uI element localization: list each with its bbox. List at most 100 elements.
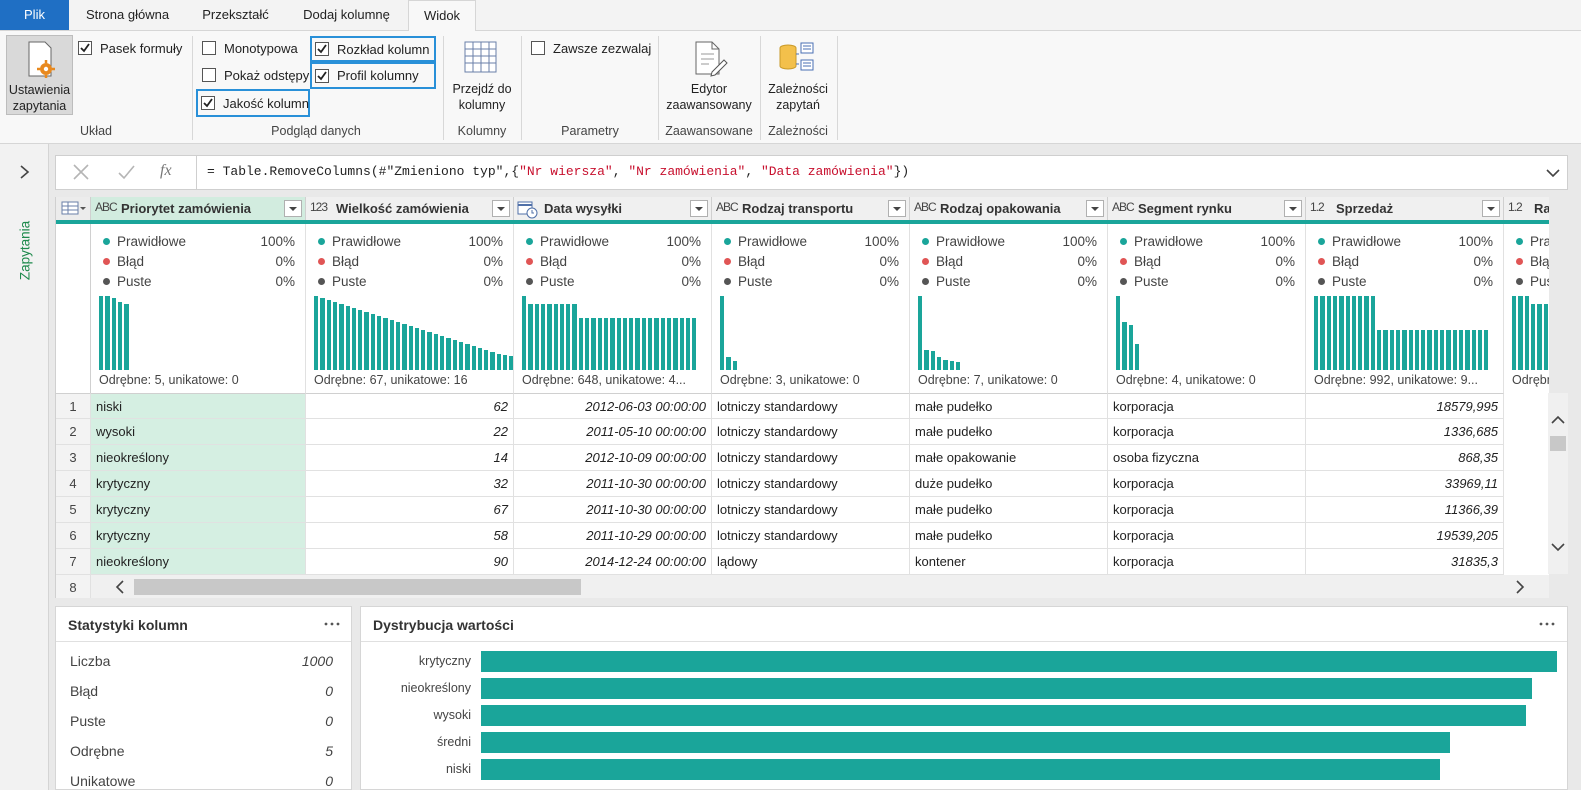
data-cell[interactable]: 2011-10-30 00:00:00 — [514, 471, 712, 497]
column-filter-button[interactable] — [1284, 200, 1302, 217]
option[interactable]: Monotypowa — [197, 36, 309, 60]
data-cell[interactable]: nieokreślony — [91, 549, 306, 575]
data-cell[interactable]: małe pudełko — [910, 523, 1108, 549]
data-cell[interactable]: lotniczy standardowy — [712, 471, 910, 497]
type-icon[interactable] — [516, 198, 540, 220]
column-header[interactable]: 1.2 Rabat — [1504, 197, 1549, 220]
data-cell[interactable]: 14 — [306, 445, 514, 471]
column-header[interactable]: ABC Rodzaj opakowania — [910, 197, 1108, 220]
data-cell[interactable]: 31835,3 — [1306, 549, 1504, 575]
type-icon[interactable]: 123 — [310, 200, 327, 214]
column-filter-button[interactable] — [284, 200, 302, 217]
column-filter-button[interactable] — [1086, 200, 1104, 217]
data-cell[interactable]: małe pudełko — [910, 393, 1108, 419]
expand-queries-button[interactable] — [0, 154, 48, 194]
column-filter-button[interactable] — [1482, 200, 1500, 217]
query-dependencies-button[interactable]: Zależności zapytań — [762, 81, 834, 113]
ribbon-tab[interactable]: Przekształć — [186, 0, 285, 30]
column-header[interactable]: ABC Segment rynku — [1108, 197, 1306, 220]
type-icon[interactable]: ABC — [1112, 200, 1134, 214]
column-name[interactable]: Segment rynku — [1138, 201, 1232, 216]
data-cell[interactable]: 2011-05-10 00:00:00 — [514, 419, 712, 445]
data-cell[interactable]: 868,35 — [1306, 445, 1504, 471]
data-cell[interactable]: kontener — [910, 549, 1108, 575]
data-cell[interactable]: 22 — [306, 419, 514, 445]
column-filter-button[interactable] — [492, 200, 510, 217]
data-cell[interactable]: 1336,685 — [1306, 419, 1504, 445]
go-to-column-button[interactable]: Przejdź do kolumny — [446, 81, 518, 113]
panel-menu[interactable] — [322, 619, 346, 629]
checkbox[interactable] — [78, 41, 92, 55]
column-filter-button[interactable] — [888, 200, 906, 217]
option[interactable]: Profil kolumny — [310, 62, 436, 89]
data-cell[interactable]: 62 — [306, 393, 514, 419]
data-cell[interactable]: małe opakowanie — [910, 445, 1108, 471]
confirm-icon[interactable] — [119, 166, 134, 178]
ribbon-tab[interactable]: Widok — [408, 0, 476, 31]
data-cell[interactable]: 33969,11 — [1306, 471, 1504, 497]
data-cell[interactable]: korporacja — [1108, 393, 1306, 419]
query-settings-button[interactable]: Ustawienia zapytania — [6, 35, 73, 115]
data-cell[interactable]: 11366,39 — [1306, 497, 1504, 523]
type-icon[interactable]: 1.2 — [1508, 200, 1522, 214]
data-cell[interactable]: 2012-06-03 00:00:00 — [514, 393, 712, 419]
data-cell[interactable]: lotniczy standardowy — [712, 445, 910, 471]
data-cell[interactable]: osoba fizyczna — [1108, 445, 1306, 471]
column-name[interactable]: Sprzedaż — [1336, 201, 1393, 216]
panel-menu[interactable] — [1537, 619, 1561, 629]
data-cell[interactable]: korporacja — [1108, 419, 1306, 445]
checkbox[interactable] — [201, 96, 215, 110]
checkbox[interactable] — [315, 69, 329, 83]
data-cell[interactable]: wysoki — [91, 419, 306, 445]
data-cell[interactable]: 19539,205 — [1306, 523, 1504, 549]
function-button[interactable]: fx — [160, 162, 172, 180]
data-cell[interactable]: 18579,995 — [1306, 393, 1504, 419]
column-header[interactable]: ABCRodzaj transportu — [712, 197, 910, 220]
ribbon-tab[interactable]: Strona główna — [69, 0, 186, 30]
advanced-editor-button[interactable]: Edytor zaawansowany — [660, 81, 758, 113]
column-name[interactable]: Rodzaj opakowania — [940, 201, 1061, 216]
ribbon-tab[interactable]: Dodaj kolumnę — [285, 0, 408, 30]
data-cell[interactable]: małe pudełko — [910, 419, 1108, 445]
column-name[interactable]: Wielkość zamówienia — [336, 201, 469, 216]
data-cell[interactable]: 2011-10-30 00:00:00 — [514, 497, 712, 523]
vertical-scrollbar[interactable] — [1548, 393, 1568, 574]
expand-formula-button[interactable] — [1541, 156, 1565, 189]
cancel-icon[interactable] — [74, 165, 88, 179]
data-cell[interactable]: korporacja — [1108, 549, 1306, 575]
option[interactable]: Jakość kolumn — [196, 89, 310, 117]
data-cell[interactable]: lądowy — [712, 549, 910, 575]
column-header[interactable]: Data wysyłki — [514, 197, 712, 220]
data-cell[interactable]: korporacja — [1108, 523, 1306, 549]
checkbox[interactable] — [202, 41, 216, 55]
checkbox[interactable] — [202, 68, 216, 82]
formula-bar-toggle[interactable]: Pasek formuły — [73, 36, 188, 60]
data-cell[interactable]: małe pudełko — [910, 497, 1108, 523]
checkbox[interactable] — [531, 41, 545, 55]
data-cell[interactable]: 67 — [306, 497, 514, 523]
data-cell[interactable]: 90 — [306, 549, 514, 575]
formula-text[interactable]: = Table.RemoveColumns(#"Zmieniono typ",{… — [207, 164, 909, 179]
horizontal-scrollbar[interactable] — [91, 575, 1549, 598]
data-cell[interactable]: 32 — [306, 471, 514, 497]
data-cell[interactable]: krytyczny — [91, 471, 306, 497]
data-cell[interactable]: krytyczny — [91, 497, 306, 523]
option[interactable]: Pokaż odstępy — [197, 63, 309, 87]
data-cell[interactable]: nieokreślony — [91, 445, 306, 471]
column-header[interactable]: 1.2Sprzedaż — [1306, 197, 1504, 220]
data-cell[interactable]: korporacja — [1108, 497, 1306, 523]
column-name[interactable]: Rabat — [1534, 201, 1549, 216]
row-number-header[interactable] — [56, 197, 91, 220]
type-icon[interactable]: ABC — [914, 200, 936, 214]
column-name[interactable]: Data wysyłki — [544, 201, 622, 216]
data-cell[interactable]: 2011-10-29 00:00:00 — [514, 523, 712, 549]
column-header[interactable]: 123 Wielkość zamówienia — [306, 197, 514, 220]
data-cell[interactable]: korporacja — [1108, 471, 1306, 497]
data-cell[interactable]: 58 — [306, 523, 514, 549]
data-cell[interactable]: krytyczny — [91, 523, 306, 549]
data-cell[interactable]: niski — [91, 393, 306, 419]
option[interactable]: Rozkład kolumn — [310, 36, 436, 62]
data-cell[interactable]: lotniczy standardowy — [712, 497, 910, 523]
column-header[interactable]: ABCPriorytet zamówienia — [91, 197, 306, 220]
column-name[interactable]: Rodzaj transportu — [742, 201, 853, 216]
